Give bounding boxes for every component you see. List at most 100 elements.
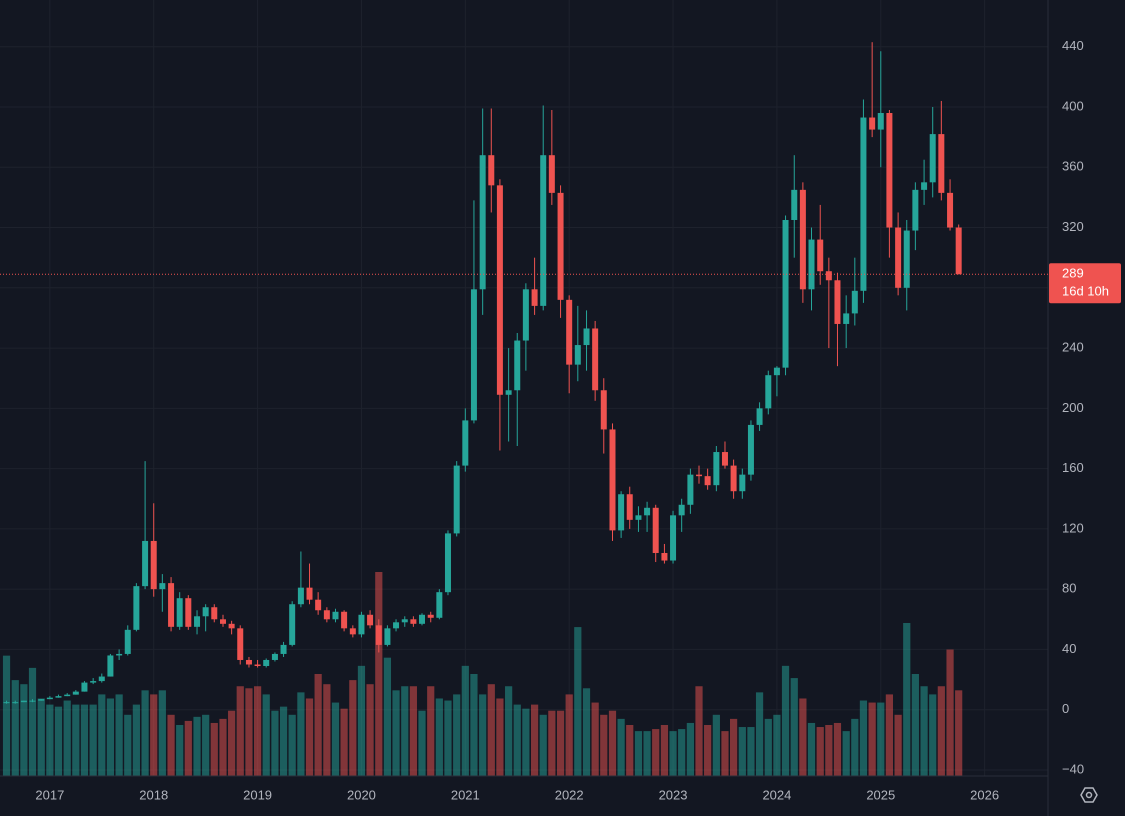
candle-body [306, 587, 313, 600]
volume-bar [781, 665, 790, 776]
volume-bar [704, 725, 712, 776]
volume-bar [176, 725, 184, 776]
volume-bar [132, 704, 140, 776]
y-tick-label: 160 [1062, 460, 1084, 475]
y-tick-label: 80 [1062, 581, 1076, 596]
candle-body [271, 653, 278, 660]
volume-bar [833, 722, 842, 776]
volume-bar [574, 627, 582, 776]
volume-bar [652, 729, 660, 776]
candle-body [600, 390, 607, 430]
candle-body [765, 375, 772, 409]
volume-bar [773, 714, 781, 776]
volume-bar [505, 686, 513, 776]
countdown-label: 16d 10h [1062, 284, 1109, 299]
settings-icon[interactable] [1080, 787, 1098, 803]
settings-button[interactable] [1080, 787, 1098, 803]
volume-bar [903, 623, 911, 776]
volume-bar [46, 704, 54, 776]
candle-body [142, 540, 149, 587]
candle-body [202, 607, 209, 617]
volume-bar [842, 731, 850, 776]
volume-bar [54, 706, 63, 776]
volume-bar [375, 572, 383, 776]
candle-body [29, 700, 36, 702]
volume-bar [158, 690, 166, 776]
x-tick-label: 2026 [970, 787, 999, 802]
volume-bar [253, 686, 262, 776]
volume-bar [825, 725, 833, 776]
volume-bar [401, 686, 409, 776]
volume-bar [80, 704, 89, 776]
volume-bar [790, 678, 798, 776]
candle-body [237, 628, 244, 660]
candle-body [505, 390, 512, 395]
candle-body [912, 189, 919, 231]
volume-bar [392, 690, 400, 776]
candle-body [159, 583, 166, 590]
axes: −400408012016020024028032036040044020172… [0, 38, 1121, 802]
volume-bar [522, 708, 530, 776]
y-tick-label: 440 [1062, 38, 1084, 53]
candle-body [116, 653, 123, 656]
candle-body [107, 655, 114, 677]
candle-body [98, 676, 105, 682]
volume-bar [686, 722, 694, 776]
volume-bar [807, 722, 816, 776]
y-tick-label: 40 [1062, 641, 1076, 656]
volume-bar [920, 686, 928, 776]
candle-body [531, 289, 538, 306]
volume-bar [755, 692, 764, 776]
candle-body [20, 700, 27, 703]
candle-body [704, 476, 711, 486]
candle-body [393, 622, 400, 629]
volume-bar [366, 684, 374, 776]
volume-bar [219, 718, 227, 776]
candle-body [488, 155, 495, 186]
candle-body [583, 328, 590, 346]
volume-bar [72, 704, 80, 776]
candle-body [444, 533, 451, 593]
x-tick-label: 2019 [243, 787, 272, 802]
volume-bar [202, 714, 210, 776]
candle-body [713, 452, 720, 486]
volume-bar [11, 680, 19, 776]
volume-bar [115, 694, 123, 776]
candle-body [661, 552, 668, 561]
candle-body [860, 117, 867, 291]
volume-bar [150, 694, 158, 776]
candle-body [747, 424, 754, 475]
candle-body [341, 611, 348, 629]
volume-bar [955, 690, 963, 776]
volume-bar [357, 665, 366, 776]
volume-bar [271, 710, 279, 776]
volume-bar [470, 674, 478, 776]
volume-bar [894, 714, 902, 776]
candles [3, 42, 962, 704]
y-tick-label: 400 [1062, 98, 1084, 113]
candle-body [938, 134, 945, 193]
y-tick-label: −40 [1062, 761, 1084, 776]
volume-bar [453, 694, 461, 776]
candle-body [410, 619, 417, 624]
x-tick-label: 2023 [659, 787, 688, 802]
volume-bar [479, 694, 487, 776]
candle-body [903, 230, 910, 288]
volume-bar [712, 714, 720, 776]
volume-bar [124, 714, 132, 776]
candle-body [955, 227, 962, 275]
volume-bar [929, 694, 937, 776]
last-price-label: 289 [1062, 266, 1084, 281]
volume-bar [89, 704, 97, 776]
settings-icon-dot[interactable] [1085, 791, 1093, 799]
volume-bar [764, 718, 772, 776]
volume-bar [634, 731, 643, 776]
candle-body [574, 345, 581, 365]
candle-body [168, 583, 175, 627]
volume-bar [297, 692, 305, 776]
volume-bar [193, 716, 201, 776]
volume-bar [678, 729, 686, 776]
x-tick-label: 2020 [347, 787, 376, 802]
candle-body [557, 192, 564, 300]
